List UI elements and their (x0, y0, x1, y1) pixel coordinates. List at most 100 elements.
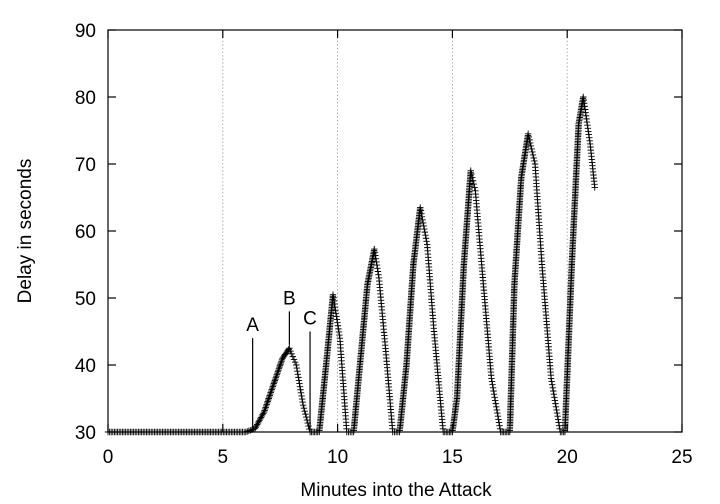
data-point-fill (471, 184, 478, 191)
data-point (547, 375, 555, 382)
data-point (467, 167, 474, 174)
data-point-fill (272, 374, 280, 381)
data-point-fill (275, 365, 283, 372)
data-point-fill (490, 390, 498, 398)
data-point-fill (422, 231, 429, 239)
data-point-fill (297, 386, 304, 393)
data-point-fill (583, 118, 591, 126)
data-point-fill (549, 384, 556, 392)
data-point-fill (272, 375, 279, 383)
data-point-fill (268, 386, 275, 393)
data-point-fill (469, 174, 476, 181)
annotations: A BC (246, 288, 317, 432)
data-point-fill (552, 403, 560, 410)
data-point-fill (418, 213, 426, 220)
data-point-fill (294, 367, 301, 375)
data-point-fill (580, 100, 588, 107)
data-point-fill (526, 136, 533, 144)
data-point-fill (335, 325, 342, 333)
data-point (417, 204, 424, 211)
annotation-label-c: C (303, 309, 317, 330)
data-point-fill (295, 377, 303, 384)
data-point-fill (371, 249, 379, 256)
data-point-fill (494, 409, 501, 417)
data-point-fill (252, 424, 259, 431)
data-point-fill (266, 392, 273, 399)
grid-lines (222, 30, 568, 432)
data-point-fill (372, 255, 380, 262)
data-point-fill (263, 401, 270, 408)
axis-ticks: 0 5 10 15 20 25 30 40 50 60 70 80 90 (75, 21, 693, 468)
data-point-fill (419, 216, 426, 224)
data-point-fill (584, 121, 591, 129)
data-point-fill (261, 405, 269, 413)
data-point-fill (332, 307, 339, 314)
data-point-fill (553, 409, 561, 417)
data-point (371, 245, 378, 253)
y-tick-label: 40 (75, 356, 96, 377)
data-point-fill (296, 380, 303, 387)
data-point-fill (291, 359, 299, 366)
data-point-fill (488, 378, 496, 385)
data-point-fill (525, 133, 533, 141)
data-point-fill (332, 310, 340, 317)
data-point-fill (529, 148, 536, 156)
data-point-fill (531, 157, 538, 165)
data-point-fill (489, 381, 496, 388)
data-point-fill (469, 177, 477, 184)
data-point-fill (555, 419, 562, 426)
data-point (293, 361, 300, 369)
x-tick-label: 25 (671, 447, 692, 468)
data-point-fill (264, 398, 271, 405)
data-point-fill (554, 416, 562, 423)
data-point-fill (297, 389, 305, 397)
data-point (270, 381, 277, 389)
data-point-fill (419, 219, 427, 227)
y-axis-title: Delay in seconds (15, 159, 36, 304)
data-point (329, 291, 337, 298)
data-point-fill (527, 142, 535, 150)
data-point-fill (375, 271, 382, 278)
data-point (580, 93, 587, 101)
data-point-fill (372, 252, 379, 259)
data-point-fill (269, 384, 276, 392)
data-point-fill (494, 413, 502, 420)
data-point-fill (421, 225, 428, 233)
data-point-fill (495, 416, 502, 423)
data-point-fill (582, 109, 589, 116)
data-point-fill (373, 258, 380, 266)
data-point-fill (496, 422, 503, 429)
data-point-fill (331, 300, 338, 308)
y-tick-label: 90 (75, 21, 96, 42)
data-point-fill (300, 404, 308, 412)
data-point-fill (260, 410, 267, 417)
data-point-fill (259, 411, 266, 418)
data-point-fill (333, 316, 341, 323)
data-point-fill (278, 358, 285, 365)
data-point-fill (262, 402, 270, 410)
data-point-fill (418, 210, 425, 217)
data-point-fill (552, 400, 559, 407)
x-tick-label: 0 (103, 447, 114, 468)
data-point-fill (261, 407, 268, 414)
data-points (104, 93, 598, 436)
data-point-fill (333, 313, 340, 320)
data-point-fill (276, 362, 284, 369)
data-point-fill (274, 369, 281, 377)
data-point-fill (421, 228, 429, 236)
data-point-fill (493, 406, 501, 414)
data-point-fill (422, 235, 430, 242)
data-point-fill (245, 427, 253, 435)
data-point-fill (268, 387, 275, 395)
data-point-fill (581, 103, 588, 110)
data-point-fill (585, 128, 592, 135)
data-point-fill (417, 207, 425, 214)
data-point-fill (335, 328, 343, 336)
data-point-fill (298, 395, 306, 403)
data-point-fill (551, 397, 559, 404)
data-point-fill (334, 322, 342, 329)
data-point-fill (582, 112, 590, 119)
data-point-fill (266, 393, 273, 401)
data-point-fill (470, 180, 478, 188)
data-point-fill (267, 390, 274, 398)
